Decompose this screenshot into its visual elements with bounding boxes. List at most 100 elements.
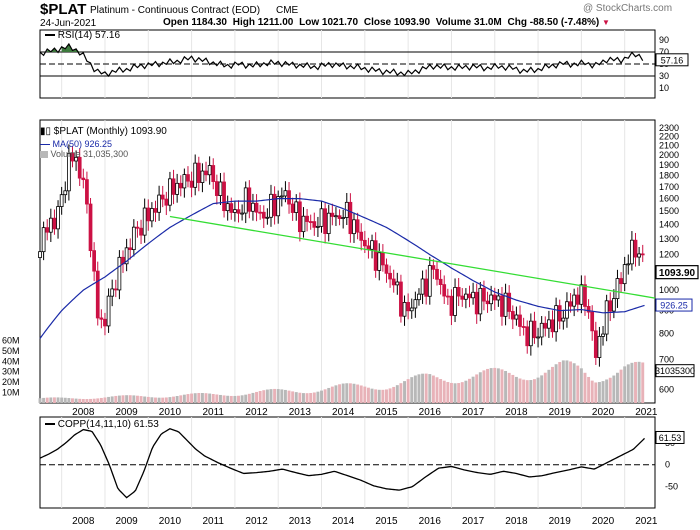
candle-down: [254, 202, 259, 213]
chg-down-arrow-icon: ▼: [602, 18, 610, 27]
candle-down: [608, 300, 613, 312]
candle-up: [409, 307, 414, 312]
candle-down: [435, 268, 439, 280]
last-ma-label: 926.25: [660, 301, 688, 311]
volume-bar: [164, 397, 168, 403]
candle-down: [99, 317, 104, 320]
volume-bar: [518, 378, 522, 403]
candle-down: [146, 207, 151, 222]
volume-bar: [482, 370, 486, 403]
volume-bar: [92, 398, 96, 403]
candle-down: [323, 208, 327, 234]
candle-down: [135, 226, 140, 229]
volume-bar: [132, 395, 136, 403]
volume-bar: [608, 377, 612, 403]
candle-down: [297, 201, 302, 233]
candle-up: [276, 196, 281, 217]
volume-bar: [486, 368, 489, 403]
candle-down: [236, 209, 241, 214]
candle-up: [326, 212, 331, 234]
x-axis-year-label-bottom: 2019: [549, 516, 572, 527]
low-value: 1021.70: [321, 17, 359, 28]
volume-bar: [464, 380, 468, 403]
volume-bar: [612, 375, 616, 403]
high-label: High: [232, 17, 255, 28]
volume-bar: [403, 381, 406, 403]
volume-bar: [280, 389, 284, 403]
candle-up: [615, 278, 620, 300]
volume-bar: [323, 389, 327, 403]
rsi-y-tick-label: 70: [659, 47, 669, 57]
candle-up: [67, 153, 71, 192]
candle-up: [496, 295, 501, 301]
volume-bar: [514, 376, 518, 403]
candle-up: [175, 182, 180, 195]
last-ma-box: [655, 298, 693, 312]
volume-bar: [215, 394, 219, 403]
candle-down: [214, 181, 219, 196]
candle-down: [467, 293, 472, 299]
candle-down: [568, 301, 573, 307]
volume-legend: Volume 31,035,300: [40, 149, 128, 159]
volume-bar: [366, 387, 370, 403]
exchange-label: CME: [276, 5, 299, 16]
price-y-tick-label: 1000: [659, 285, 679, 295]
volume-bar: [395, 385, 399, 403]
candle-down: [92, 250, 97, 272]
rsi-line: [39, 42, 644, 78]
volume-bar: [374, 389, 378, 403]
candle-up: [536, 336, 540, 339]
volume-bar: [569, 361, 573, 403]
rsi-legend-line-icon: [45, 34, 55, 37]
volume-bar: [626, 364, 630, 403]
x-axis-year-label: 2018: [505, 407, 528, 418]
candle-down: [543, 322, 548, 329]
volume-bar: [507, 372, 511, 403]
candle-up: [301, 215, 306, 233]
volume-bar: [428, 374, 432, 403]
candle-up: [207, 165, 212, 176]
volume-bar: [291, 391, 295, 403]
candle-down: [178, 182, 183, 189]
volume-bar: [200, 393, 204, 403]
candle-up: [539, 322, 544, 338]
volume-bar: [435, 377, 439, 403]
x-axis-year-label-bottom: 2016: [419, 516, 442, 527]
candle-down: [81, 177, 86, 181]
candle-up: [377, 252, 382, 271]
volume-bar: [410, 377, 414, 403]
candle-down: [633, 239, 638, 258]
rsi-y-tick-label: 90: [659, 35, 669, 45]
volume-bar: [294, 392, 298, 403]
candle-up: [59, 194, 64, 207]
volume-bar: [385, 389, 388, 403]
volume-bar: [128, 395, 132, 403]
volume-bar: [157, 397, 161, 403]
volume-bar: [399, 383, 403, 403]
x-axis-year-label: 2008: [72, 407, 95, 418]
volume-bar: [471, 376, 475, 403]
volume-bar: [601, 381, 605, 403]
price-panel-frame: [39, 119, 656, 404]
volume-bar: [135, 395, 139, 403]
candle-up: [604, 300, 609, 335]
candle-down: [171, 178, 176, 195]
candle-down: [460, 295, 465, 300]
candle-up: [417, 293, 421, 301]
candle-up: [626, 263, 631, 266]
volume-bar: [305, 393, 309, 403]
x-axis-year-label-bottom: 2015: [375, 516, 398, 527]
volume-bar: [99, 397, 103, 403]
candle-up: [464, 293, 468, 300]
volume-bar: [121, 395, 125, 403]
candle-down: [139, 227, 143, 236]
volume-bar: [551, 366, 554, 403]
candle-down: [85, 179, 89, 205]
volume-y-tick-label: 50M: [2, 346, 20, 356]
price-legend: ▮▯ $PLAT (Monthly) 1093.90: [40, 126, 167, 137]
volume-bar: [446, 382, 450, 403]
candle-down: [482, 287, 486, 302]
candle-down: [160, 194, 165, 200]
volume-bar: [114, 395, 118, 403]
volume-bar: [161, 397, 165, 403]
